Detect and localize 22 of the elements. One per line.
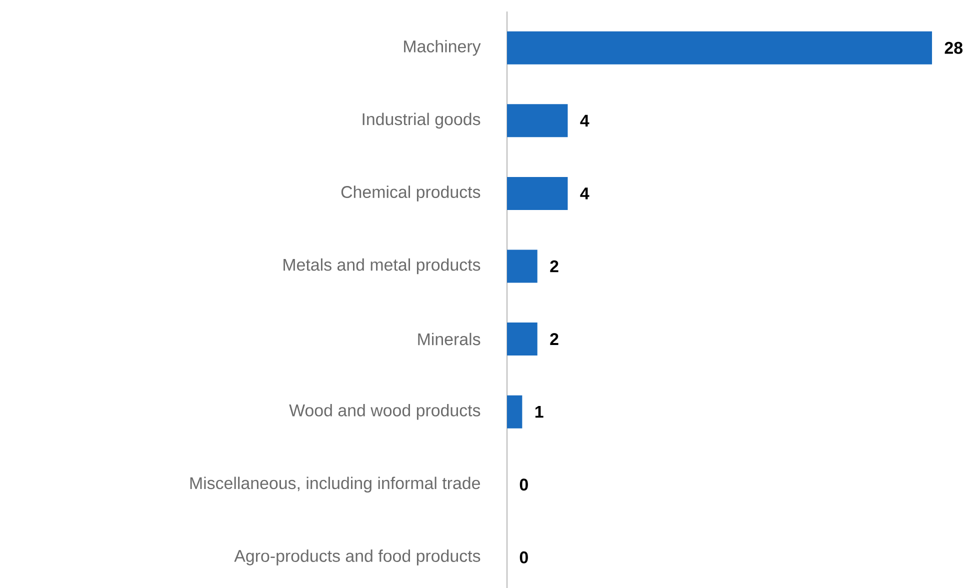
y-tick-label: Minerals bbox=[418, 332, 480, 346]
data-label: 2 bbox=[550, 260, 558, 272]
bar bbox=[507, 395, 522, 428]
y-tick-label: Miscellaneous, including informal trade bbox=[190, 476, 480, 493]
y-tick-label: Metals and metal products bbox=[284, 258, 480, 274]
y-tick-label: Industrial goods bbox=[362, 112, 480, 129]
y-tick-label: Machinery bbox=[404, 40, 481, 56]
data-label: 0 bbox=[520, 551, 528, 564]
data-label: 0 bbox=[520, 478, 528, 491]
y-tick-label: Chemical products bbox=[341, 186, 480, 202]
data-label: 28 bbox=[944, 42, 963, 54]
data-label: 4 bbox=[580, 114, 590, 126]
bar bbox=[507, 31, 932, 64]
y-tick-label: Wood and wood products bbox=[289, 404, 480, 420]
data-label: 1 bbox=[535, 406, 544, 418]
bar bbox=[507, 104, 568, 138]
bar bbox=[507, 322, 538, 356]
data-label: 2 bbox=[550, 333, 558, 345]
bar bbox=[507, 250, 538, 283]
y-tick-label: Agro-products and food products bbox=[234, 550, 480, 566]
bar bbox=[507, 176, 568, 210]
data-label: 4 bbox=[580, 188, 590, 200]
